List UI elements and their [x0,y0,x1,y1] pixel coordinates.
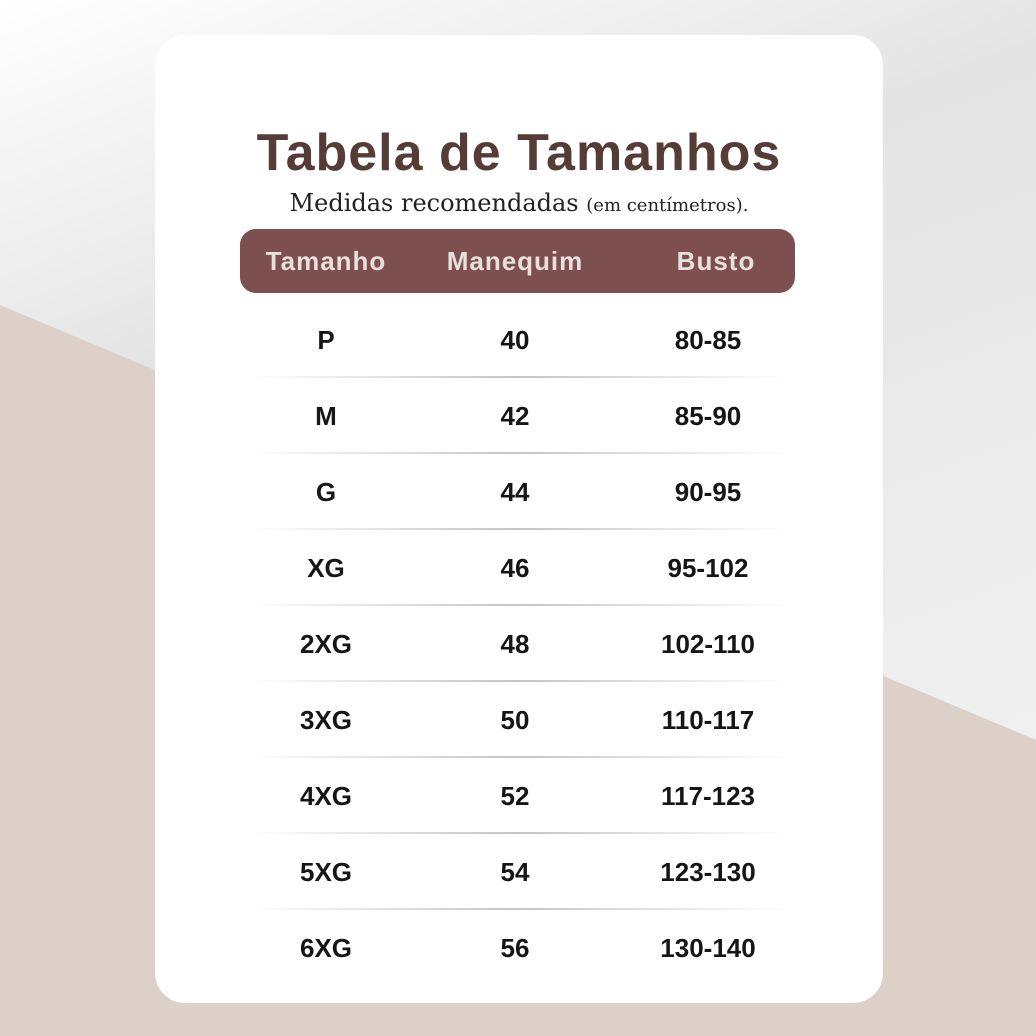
cell-manequim: 44 [500,477,530,507]
cell-tamanho: 5XG [299,857,353,887]
cell-tamanho: 4XG [299,781,353,811]
header-busto: Busto [676,246,756,276]
header-manequim: Manequim [446,246,584,276]
cell-busto: 110-117 [661,705,755,735]
cell-manequim: 54 [500,857,530,887]
cell-manequim: 40 [500,325,530,355]
cell-tamanho: P [317,325,335,355]
cell-manequim: 52 [500,781,530,811]
subtitle-note: (em centímetros). [586,195,749,216]
row-divider [245,376,790,378]
cell-busto: 85-90 [674,401,742,431]
size-chart-card: Tabela de Tamanhos Medidas recomendadas … [155,35,883,1003]
table-row: XG 46 95-102 [155,531,883,607]
cell-busto: 130-140 [660,933,756,963]
row-divider [245,528,790,530]
cell-tamanho: G [315,477,337,507]
row-divider [245,452,790,454]
cell-manequim: 50 [500,705,530,735]
cell-busto: 95-102 [667,553,749,583]
cell-busto: 123-130 [660,857,756,887]
cell-tamanho: XG [307,553,345,583]
cell-tamanho: 2XG [299,629,353,659]
table-row: 6XG 56 130-140 [155,911,883,987]
row-divider [245,908,790,910]
row-divider [245,756,790,758]
cell-tamanho: 3XG [299,705,353,735]
subtitle-main: Medidas recomendadas [289,189,579,217]
cell-manequim: 42 [500,401,530,431]
table-row: P 40 80-85 [155,303,883,379]
page-title: Tabela de Tamanhos [256,124,782,182]
table-row: 4XG 52 117-123 [155,759,883,835]
cell-busto: 102-110 [661,629,755,659]
table-row: G 44 90-95 [155,455,883,531]
table-row: 2XG 48 102-110 [155,607,883,683]
table-row: 3XG 50 110-117 [155,683,883,759]
subtitle: Medidas recomendadas (em centímetros). [155,189,883,217]
cell-tamanho: 6XG [299,933,353,963]
table-header: Tamanho Manequim Busto [240,229,795,293]
row-divider [245,832,790,834]
cell-busto: 80-85 [674,325,742,355]
cell-manequim: 46 [500,553,530,583]
cell-busto: 117-123 [661,781,755,811]
header-tamanho: Tamanho [265,246,387,276]
cell-manequim: 56 [500,933,530,963]
cell-busto: 90-95 [674,477,742,507]
table-row: 5XG 54 123-130 [155,835,883,911]
row-divider [245,680,790,682]
row-divider [245,604,790,606]
cell-manequim: 48 [500,629,530,659]
cell-tamanho: M [315,401,337,431]
table-row: M 42 85-90 [155,379,883,455]
